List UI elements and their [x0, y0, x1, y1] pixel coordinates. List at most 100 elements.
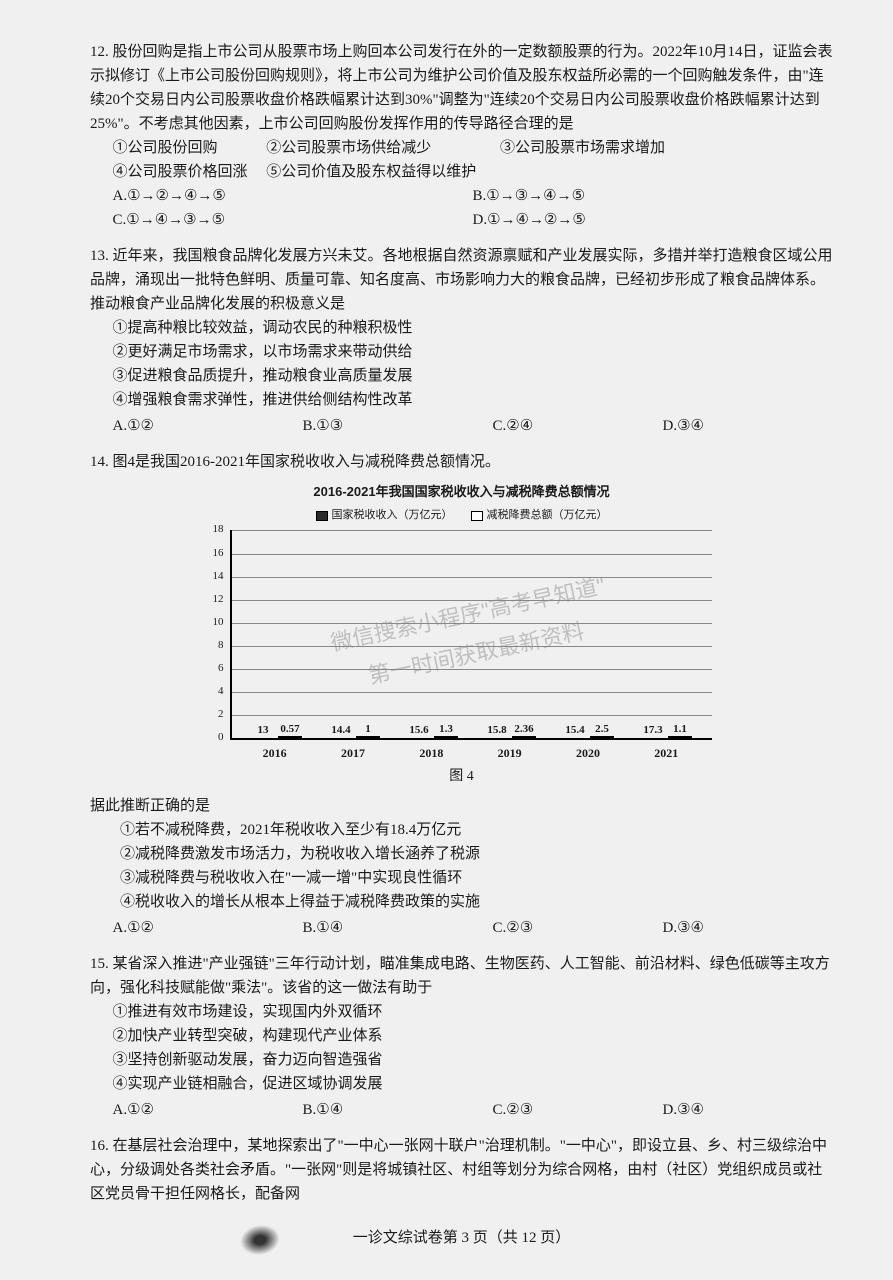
bar-group: 14.41: [329, 736, 380, 738]
y-tick: 18: [213, 522, 224, 540]
bar-value-label: 15.6: [409, 722, 428, 740]
bar-value-label: 2.36: [514, 721, 533, 739]
legend-item-1: 国家税收收入（万亿元）: [316, 507, 453, 525]
question-14: 14. 图4是我国2016-2021年国家税收收入与减税降费总额情况。 2016…: [90, 450, 833, 940]
legend-item-2: 减税降费总额（万亿元）: [471, 507, 608, 525]
bar-value-label: 2.5: [595, 721, 609, 739]
y-tick: 6: [218, 660, 224, 678]
bar-group: 17.31.1: [641, 736, 692, 738]
bars-container: 130.5714.4115.61.315.82.3615.42.517.31.1: [232, 530, 712, 738]
bar-group: 15.42.5: [563, 736, 614, 738]
item-4: ④税收收入的增长从根本上得益于减税降费政策的实施: [90, 890, 833, 914]
question-13: 13. 近年来，我国粮食品牌化发展方兴未艾。各地根据自然资源禀赋和产业发展实际，…: [90, 244, 833, 438]
x-tick-label: 2019: [484, 744, 535, 763]
option-c: C.②③: [493, 1098, 663, 1122]
option-b: B.①③: [303, 414, 493, 438]
q16-stem: 16. 在基层社会治理中，某地探索出了"一中心一张网十联户"治理机制。"一中心"…: [90, 1134, 833, 1206]
item-1: ①若不减税降费，2021年税收收入至少有18.4万亿元: [90, 818, 833, 842]
item-4: ④公司股票价格回涨: [113, 160, 263, 184]
option-d: D.①→④→②→⑤: [473, 208, 586, 232]
option-c: C.②④: [493, 414, 663, 438]
item-4: ④实现产业链相融合，促进区域协调发展: [90, 1072, 833, 1096]
x-tick-label: 2016: [249, 744, 300, 763]
item-1: ①推进有效市场建设，实现国内外双循环: [90, 1000, 833, 1024]
option-b: B.①→③→④→⑤: [473, 184, 586, 208]
y-tick: 4: [218, 683, 224, 701]
gridline: [232, 646, 712, 647]
q-number: 12.: [90, 44, 109, 60]
legend-swatch-light: [471, 511, 483, 521]
bar-series2: 0.57: [278, 736, 302, 738]
bar-series2: 2.36: [512, 736, 536, 738]
q14-stem: 据此推断正确的是: [90, 794, 833, 818]
item-2: ②公司股票市场供给减少: [266, 136, 496, 160]
q-number: 15.: [90, 956, 109, 972]
gridline: [232, 669, 712, 670]
item-1: ①提高种粮比较效益，调动农民的种粮积极性: [90, 316, 833, 340]
option-b: B.①④: [303, 916, 493, 940]
option-c: C.①→④→③→⑤: [113, 208, 473, 232]
option-d: D.③④: [663, 916, 704, 940]
question-16: 16. 在基层社会治理中，某地探索出了"一中心一张网十联户"治理机制。"一中心"…: [90, 1134, 833, 1206]
item-3: ③坚持创新驱动发展，奋力迈向智造强省: [90, 1048, 833, 1072]
option-b: B.①④: [303, 1098, 493, 1122]
item-3: ③促进粮食品质提升，推动粮食业高质量发展: [90, 364, 833, 388]
bar-group: 130.57: [251, 736, 302, 738]
bar-series2: 2.5: [590, 736, 614, 738]
bar-group: 15.82.36: [485, 736, 536, 738]
y-tick: 14: [213, 568, 224, 586]
bar-value-label: 15.4: [565, 722, 584, 740]
bar-value-label: 15.8: [487, 722, 506, 740]
chart-plot-area: 微信搜索小程序"高考早知道" 第一时间获取最新资料 02468101214161…: [230, 530, 712, 740]
gridline: [232, 554, 712, 555]
y-tick: 12: [213, 591, 224, 609]
bar-series2: 1: [356, 736, 380, 738]
bar-value-label: 1.1: [673, 721, 687, 739]
item-3: ③减税降费与税收收入在"一减一增"中实现良性循环: [90, 866, 833, 890]
item-1: ①公司股份回购: [113, 136, 263, 160]
item-2: ②加快产业转型突破，构建现代产业体系: [90, 1024, 833, 1048]
item-5: ⑤公司价值及股东权益得以维护: [266, 164, 476, 180]
x-tick-label: 2017: [327, 744, 378, 763]
option-d: D.③④: [663, 414, 704, 438]
y-tick: 2: [218, 706, 224, 724]
option-d: D.③④: [663, 1098, 704, 1122]
x-tick-label: 2021: [641, 744, 692, 763]
bar-value-label: 1.3: [439, 721, 453, 739]
option-c: C.②③: [493, 916, 663, 940]
chart-legend: 国家税收收入（万亿元） 减税降费总额（万亿元）: [202, 507, 722, 525]
q15-options: A.①② B.①④ C.②③ D.③④: [90, 1098, 833, 1122]
q12-stem: 12. 股份回购是指上市公司从股票市场上购回本公司发行在外的一定数额股票的行为。…: [90, 40, 833, 136]
q12-options-row1: A.①→②→④→⑤ B.①→③→④→⑤: [90, 184, 833, 208]
q12-items-row2: ④公司股票价格回涨 ⑤公司价值及股东权益得以维护: [90, 160, 833, 184]
chart-caption: 图 4: [202, 766, 722, 788]
x-tick-label: 2020: [562, 744, 613, 763]
y-tick: 16: [213, 545, 224, 563]
q-number: 14.: [90, 454, 109, 470]
q13-options: A.①② B.①③ C.②④ D.③④: [90, 414, 833, 438]
item-4: ④增强粮食需求弹性，推进供给侧结构性改革: [90, 388, 833, 412]
bar-value-label: 17.3: [643, 722, 662, 740]
bar-group: 15.61.3: [407, 736, 458, 738]
q-text: 在基层社会治理中，某地探索出了"一中心一张网十联户"治理机制。"一中心"，即设立…: [90, 1138, 827, 1202]
bar-series2: 1.1: [668, 736, 692, 738]
y-tick: 8: [218, 637, 224, 655]
legend-label-2: 减税降费总额（万亿元）: [487, 507, 608, 525]
option-a: A.①→②→④→⑤: [113, 184, 473, 208]
q15-stem: 15. 某省深入推进"产业强链"三年行动计划，瞄准集成电路、生物医药、人工智能、…: [90, 952, 833, 1000]
question-12: 12. 股份回购是指上市公司从股票市场上购回本公司发行在外的一定数额股票的行为。…: [90, 40, 833, 232]
q13-stem: 13. 近年来，我国粮食品牌化发展方兴未艾。各地根据自然资源禀赋和产业发展实际，…: [90, 244, 833, 316]
y-axis: 024681012141618: [204, 530, 228, 738]
gridline: [232, 692, 712, 693]
item-3: ③公司股票市场需求增加: [500, 140, 665, 156]
gridline: [232, 623, 712, 624]
gridline: [232, 600, 712, 601]
q-text: 某省深入推进"产业强链"三年行动计划，瞄准集成电路、生物医药、人工智能、前沿材料…: [90, 956, 830, 996]
bar-value-label: 1: [365, 721, 371, 739]
item-2: ②更好满足市场需求，以市场需求来带动供给: [90, 340, 833, 364]
gridline: [232, 530, 712, 531]
y-tick: 0: [218, 730, 224, 748]
option-a: A.①②: [113, 916, 303, 940]
bar-series2: 1.3: [434, 736, 458, 738]
q-number: 16.: [90, 1138, 109, 1154]
